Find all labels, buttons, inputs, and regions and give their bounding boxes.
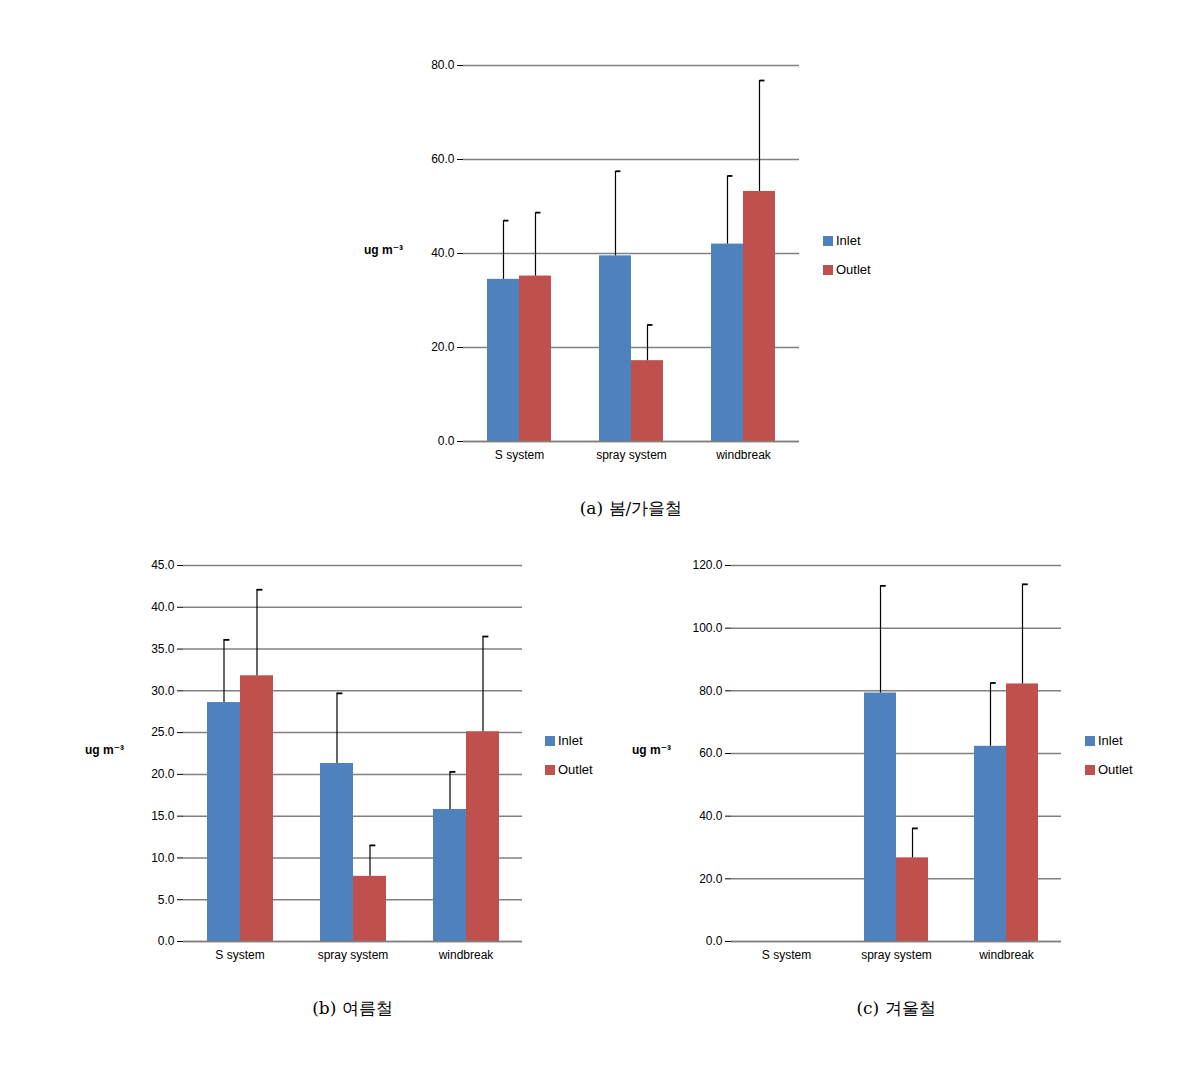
html-text:Inlet: Inlet (1098, 733, 1123, 748)
svg-text:20.0: 20.0 (151, 767, 175, 781)
svg-text:S system: S system (495, 448, 544, 462)
svg-text:40.0: 40.0 (151, 600, 175, 614)
svg-text:10.0: 10.0 (151, 851, 175, 865)
svg-text:80.0: 80.0 (431, 58, 455, 72)
html-text:Outlet: Outlet (836, 262, 871, 277)
svg-text:spray system: spray system (318, 948, 389, 962)
svg-text:0.0: 0.0 (706, 934, 723, 948)
svg-text:80.0: 80.0 (699, 684, 723, 698)
html-text:ug m⁻³: ug m⁻³ (632, 743, 671, 757)
svg-text:30.0: 30.0 (151, 684, 175, 698)
svg-text:40.0: 40.0 (431, 246, 455, 260)
html-text:(c) 겨울철: (c) 겨울철 (856, 998, 936, 1018)
svg-text:20.0: 20.0 (699, 872, 723, 886)
svg-text:100.0: 100.0 (692, 621, 722, 635)
svg-text:5.0: 5.0 (158, 893, 175, 907)
html-text:Outlet: Outlet (558, 762, 593, 777)
html-text:Outlet: Outlet (1098, 762, 1133, 777)
html-text:Inlet: Inlet (836, 233, 861, 248)
svg-text:windbreak: windbreak (978, 948, 1035, 962)
svg-text:120.0: 120.0 (692, 558, 722, 572)
svg-text:45.0: 45.0 (151, 558, 175, 572)
html-text:(a) 봄/가을철: (a) 봄/가을철 (579, 498, 683, 518)
svg-text:15.0: 15.0 (151, 809, 175, 823)
svg-text:40.0: 40.0 (699, 809, 723, 823)
svg-text:spray system: spray system (861, 948, 932, 962)
html-text:ug m⁻³: ug m⁻³ (364, 243, 403, 257)
html-text:ug m⁻³: ug m⁻³ (85, 743, 124, 757)
svg-text:35.0: 35.0 (151, 642, 175, 656)
svg-text:25.0: 25.0 (151, 725, 175, 739)
html-text:(b) 여름철: (b) 여름철 (312, 998, 393, 1018)
svg-text:60.0: 60.0 (699, 746, 723, 760)
svg-text:S system: S system (762, 948, 811, 962)
svg-text:windbreak: windbreak (438, 948, 495, 962)
html-text:Inlet: Inlet (558, 733, 583, 748)
svg-text:spray system: spray system (596, 448, 667, 462)
svg-text:20.0: 20.0 (431, 340, 455, 354)
svg-text:S system: S system (215, 948, 264, 962)
svg-text:windbreak: windbreak (715, 448, 772, 462)
svg-text:0.0: 0.0 (158, 934, 175, 948)
svg-text:60.0: 60.0 (431, 152, 455, 166)
svg-text:0.0: 0.0 (438, 434, 455, 448)
